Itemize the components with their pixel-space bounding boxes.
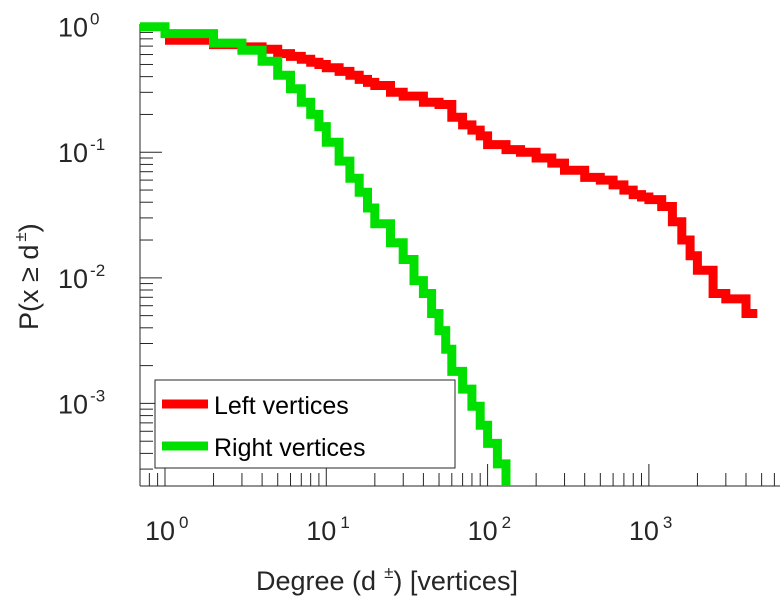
x-tick-label: 10 3 (629, 513, 673, 546)
y-axis-title: P(x ≥ d±) (11, 223, 44, 330)
y-tick-base: 10 (58, 389, 88, 419)
legend-label-right-vertices: Right vertices (214, 434, 365, 462)
legend: Left vertices Right vertices (154, 379, 456, 469)
y-tick-base: 10 (58, 264, 88, 294)
y-tick-base: 10 (58, 13, 88, 43)
legend-label-left-vertices: Left vertices (214, 392, 349, 420)
y-tick-exponent: -2 (90, 261, 105, 280)
y-tick-label: 10 -2 (58, 261, 105, 294)
y-tick-base: 10 (58, 138, 88, 168)
x-axis-title: Degree (d ±) [vertices] (256, 563, 518, 596)
series-group (140, 22, 758, 486)
series-line-right-vertices (140, 22, 511, 486)
x-tick-label: 10 1 (306, 513, 350, 546)
y-tick-exponent: 0 (90, 10, 99, 29)
y-tick-label: 10 -3 (58, 386, 105, 419)
x-tick-exponent: 1 (340, 513, 349, 532)
x-tick-base: 10 (468, 516, 498, 546)
tick-labels: 10 010 -110 -210 -310 0 10 1 10 2 10 3 (58, 10, 672, 546)
x-tick-base: 10 (629, 516, 659, 546)
x-tick-label: 10 0 (145, 513, 189, 546)
y-tick-label: 10 0 (58, 10, 100, 43)
x-tick-base: 10 (306, 516, 336, 546)
x-tick-base: 10 (145, 516, 175, 546)
x-tick-exponent: 2 (502, 513, 511, 532)
y-tick-label: 10 -1 (58, 135, 105, 168)
series-line-left-vertices (165, 35, 758, 318)
y-tick-exponent: -3 (90, 386, 105, 405)
axes (139, 24, 780, 487)
x-tick-exponent: 3 (663, 513, 672, 532)
y-tick-exponent: -1 (90, 135, 105, 154)
x-tick-exponent: 0 (179, 513, 188, 532)
x-tick-label: 10 2 (468, 513, 512, 546)
legend-box (154, 379, 456, 469)
